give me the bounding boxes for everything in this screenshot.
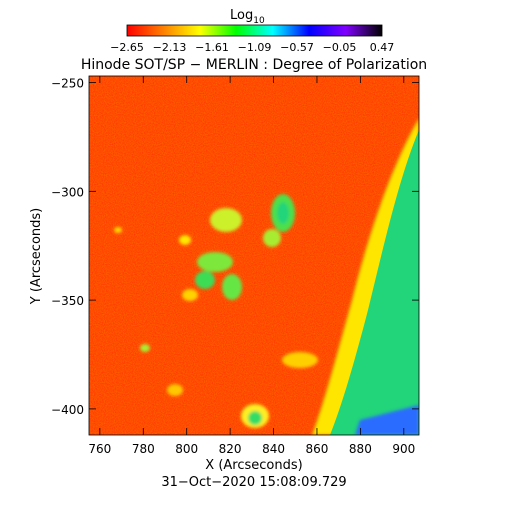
x-tick-label: 880 bbox=[349, 442, 372, 456]
plot-title: Hinode SOT/SP − MERLIN : Degree of Polar… bbox=[81, 57, 427, 73]
x-axis: 760 780 800 820 840 860 880 900 bbox=[88, 76, 415, 456]
plage-spot bbox=[179, 235, 191, 245]
plage-spot bbox=[140, 344, 150, 352]
plage-spot bbox=[282, 352, 318, 368]
colorbar-tick-label: 0.47 bbox=[370, 41, 395, 54]
timestamp: 31−Oct−2020 15:08:09.729 bbox=[161, 475, 346, 490]
colorbar-tick-label: −2.65 bbox=[110, 41, 144, 54]
y-tick-label: −250 bbox=[51, 77, 84, 91]
colorbar-tick-label: −2.13 bbox=[153, 41, 187, 54]
plage-spot bbox=[277, 202, 289, 224]
colorbar-tick-label: −0.57 bbox=[280, 41, 314, 54]
colorbar bbox=[126, 24, 383, 37]
plage-spot bbox=[182, 289, 198, 301]
plage-regions bbox=[114, 194, 318, 428]
plage-spot bbox=[248, 411, 262, 425]
x-axis-label: X (Arcseconds) bbox=[205, 458, 302, 473]
x-tick-label: 900 bbox=[392, 442, 415, 456]
x-tick-label: 760 bbox=[88, 442, 111, 456]
y-tick-label: −400 bbox=[51, 403, 84, 417]
plage-spot bbox=[167, 384, 183, 396]
x-tick-label: 860 bbox=[306, 442, 329, 456]
plage-spot bbox=[210, 208, 242, 232]
plot-frame bbox=[88, 75, 420, 436]
x-tick-label: 800 bbox=[175, 442, 198, 456]
solar-image bbox=[89, 76, 419, 435]
plage-spot bbox=[263, 229, 281, 247]
y-axis: −250 −300 −350 −400 bbox=[51, 77, 419, 417]
plage-spot bbox=[222, 274, 242, 300]
colorbar-tick-label: −1.61 bbox=[195, 41, 229, 54]
y-tick-label: −300 bbox=[51, 185, 84, 199]
y-tick-label: −350 bbox=[51, 294, 84, 308]
y-axis-label: Y (Arcseconds) bbox=[29, 208, 44, 305]
limb-band bbox=[312, 118, 419, 435]
colorbar-tick-label: −1.09 bbox=[238, 41, 272, 54]
blue-patch bbox=[355, 405, 419, 435]
x-tick-label: 820 bbox=[219, 442, 242, 456]
plage-spot bbox=[114, 227, 122, 233]
colorbar-ticks: −2.65 −2.13 −1.61 −1.09 −0.57 −0.05 0.47 bbox=[110, 41, 394, 54]
colorbar-tick-label: −0.05 bbox=[323, 41, 357, 54]
x-tick-label: 840 bbox=[262, 442, 285, 456]
off-limb-region bbox=[330, 130, 419, 435]
colorbar-label: Log10 bbox=[230, 8, 265, 26]
x-tick-label: 780 bbox=[132, 442, 155, 456]
plage-spot bbox=[197, 252, 233, 272]
plage-spot bbox=[195, 271, 215, 289]
